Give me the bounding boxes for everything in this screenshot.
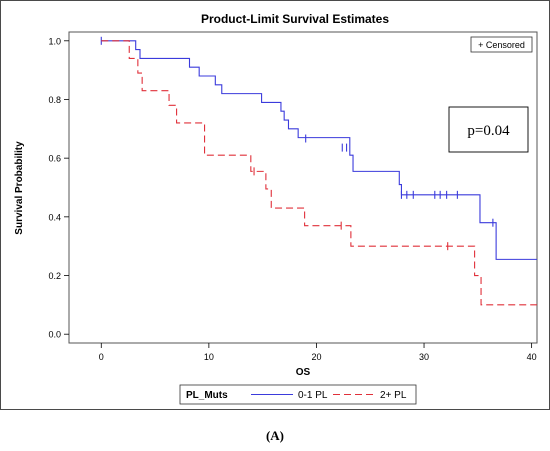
- y-tick-label: 0.8: [48, 95, 61, 105]
- y-tick-label: 0.2: [48, 271, 61, 281]
- series-layer: [100, 36, 537, 306]
- y-axis-label: Survival Probability: [14, 141, 25, 235]
- y-tick-label: 0.0: [48, 330, 61, 340]
- x-tick-label: 30: [419, 352, 429, 362]
- y-tick-label: 0.4: [48, 212, 61, 222]
- legend: PL_Muts 0-1 PL 2+ PL: [179, 384, 417, 405]
- y-axis: 0.0 0.2 0.4 0.6 0.8 1.0: [48, 36, 69, 340]
- censored-legend-text: + Censored: [478, 40, 525, 50]
- survival-curve-2-pl: [101, 40, 537, 306]
- censored-legend-box: + Censored: [470, 36, 533, 53]
- x-tick-label: 40: [527, 352, 537, 362]
- p-value-annotation: p=0.04: [448, 106, 529, 153]
- y-tick-label: 1.0: [48, 36, 61, 46]
- legend-label-2plus-pl: 2+ PL: [380, 390, 407, 401]
- x-tick-label: 0: [99, 352, 104, 362]
- chart-title: Product-Limit Survival Estimates: [201, 12, 389, 26]
- x-axis-label: OS: [296, 367, 311, 378]
- plot-area: [68, 31, 538, 344]
- y-tick-label: 0.6: [48, 154, 61, 164]
- p-value-text: p=0.04: [467, 123, 510, 139]
- x-axis: 0 10 20 30 40: [99, 343, 537, 362]
- legend-title: PL_Muts: [186, 390, 228, 401]
- survival-curve-0-1-pl: [101, 40, 537, 260]
- survival-chart: Product-Limit Survival Estimates 0.00.20…: [0, 0, 550, 410]
- x-tick-label: 20: [311, 352, 321, 362]
- x-tick-label: 10: [204, 352, 214, 362]
- panel-label: (A): [265, 428, 285, 443]
- legend-label-0-1-pl: 0-1 PL: [298, 390, 328, 401]
